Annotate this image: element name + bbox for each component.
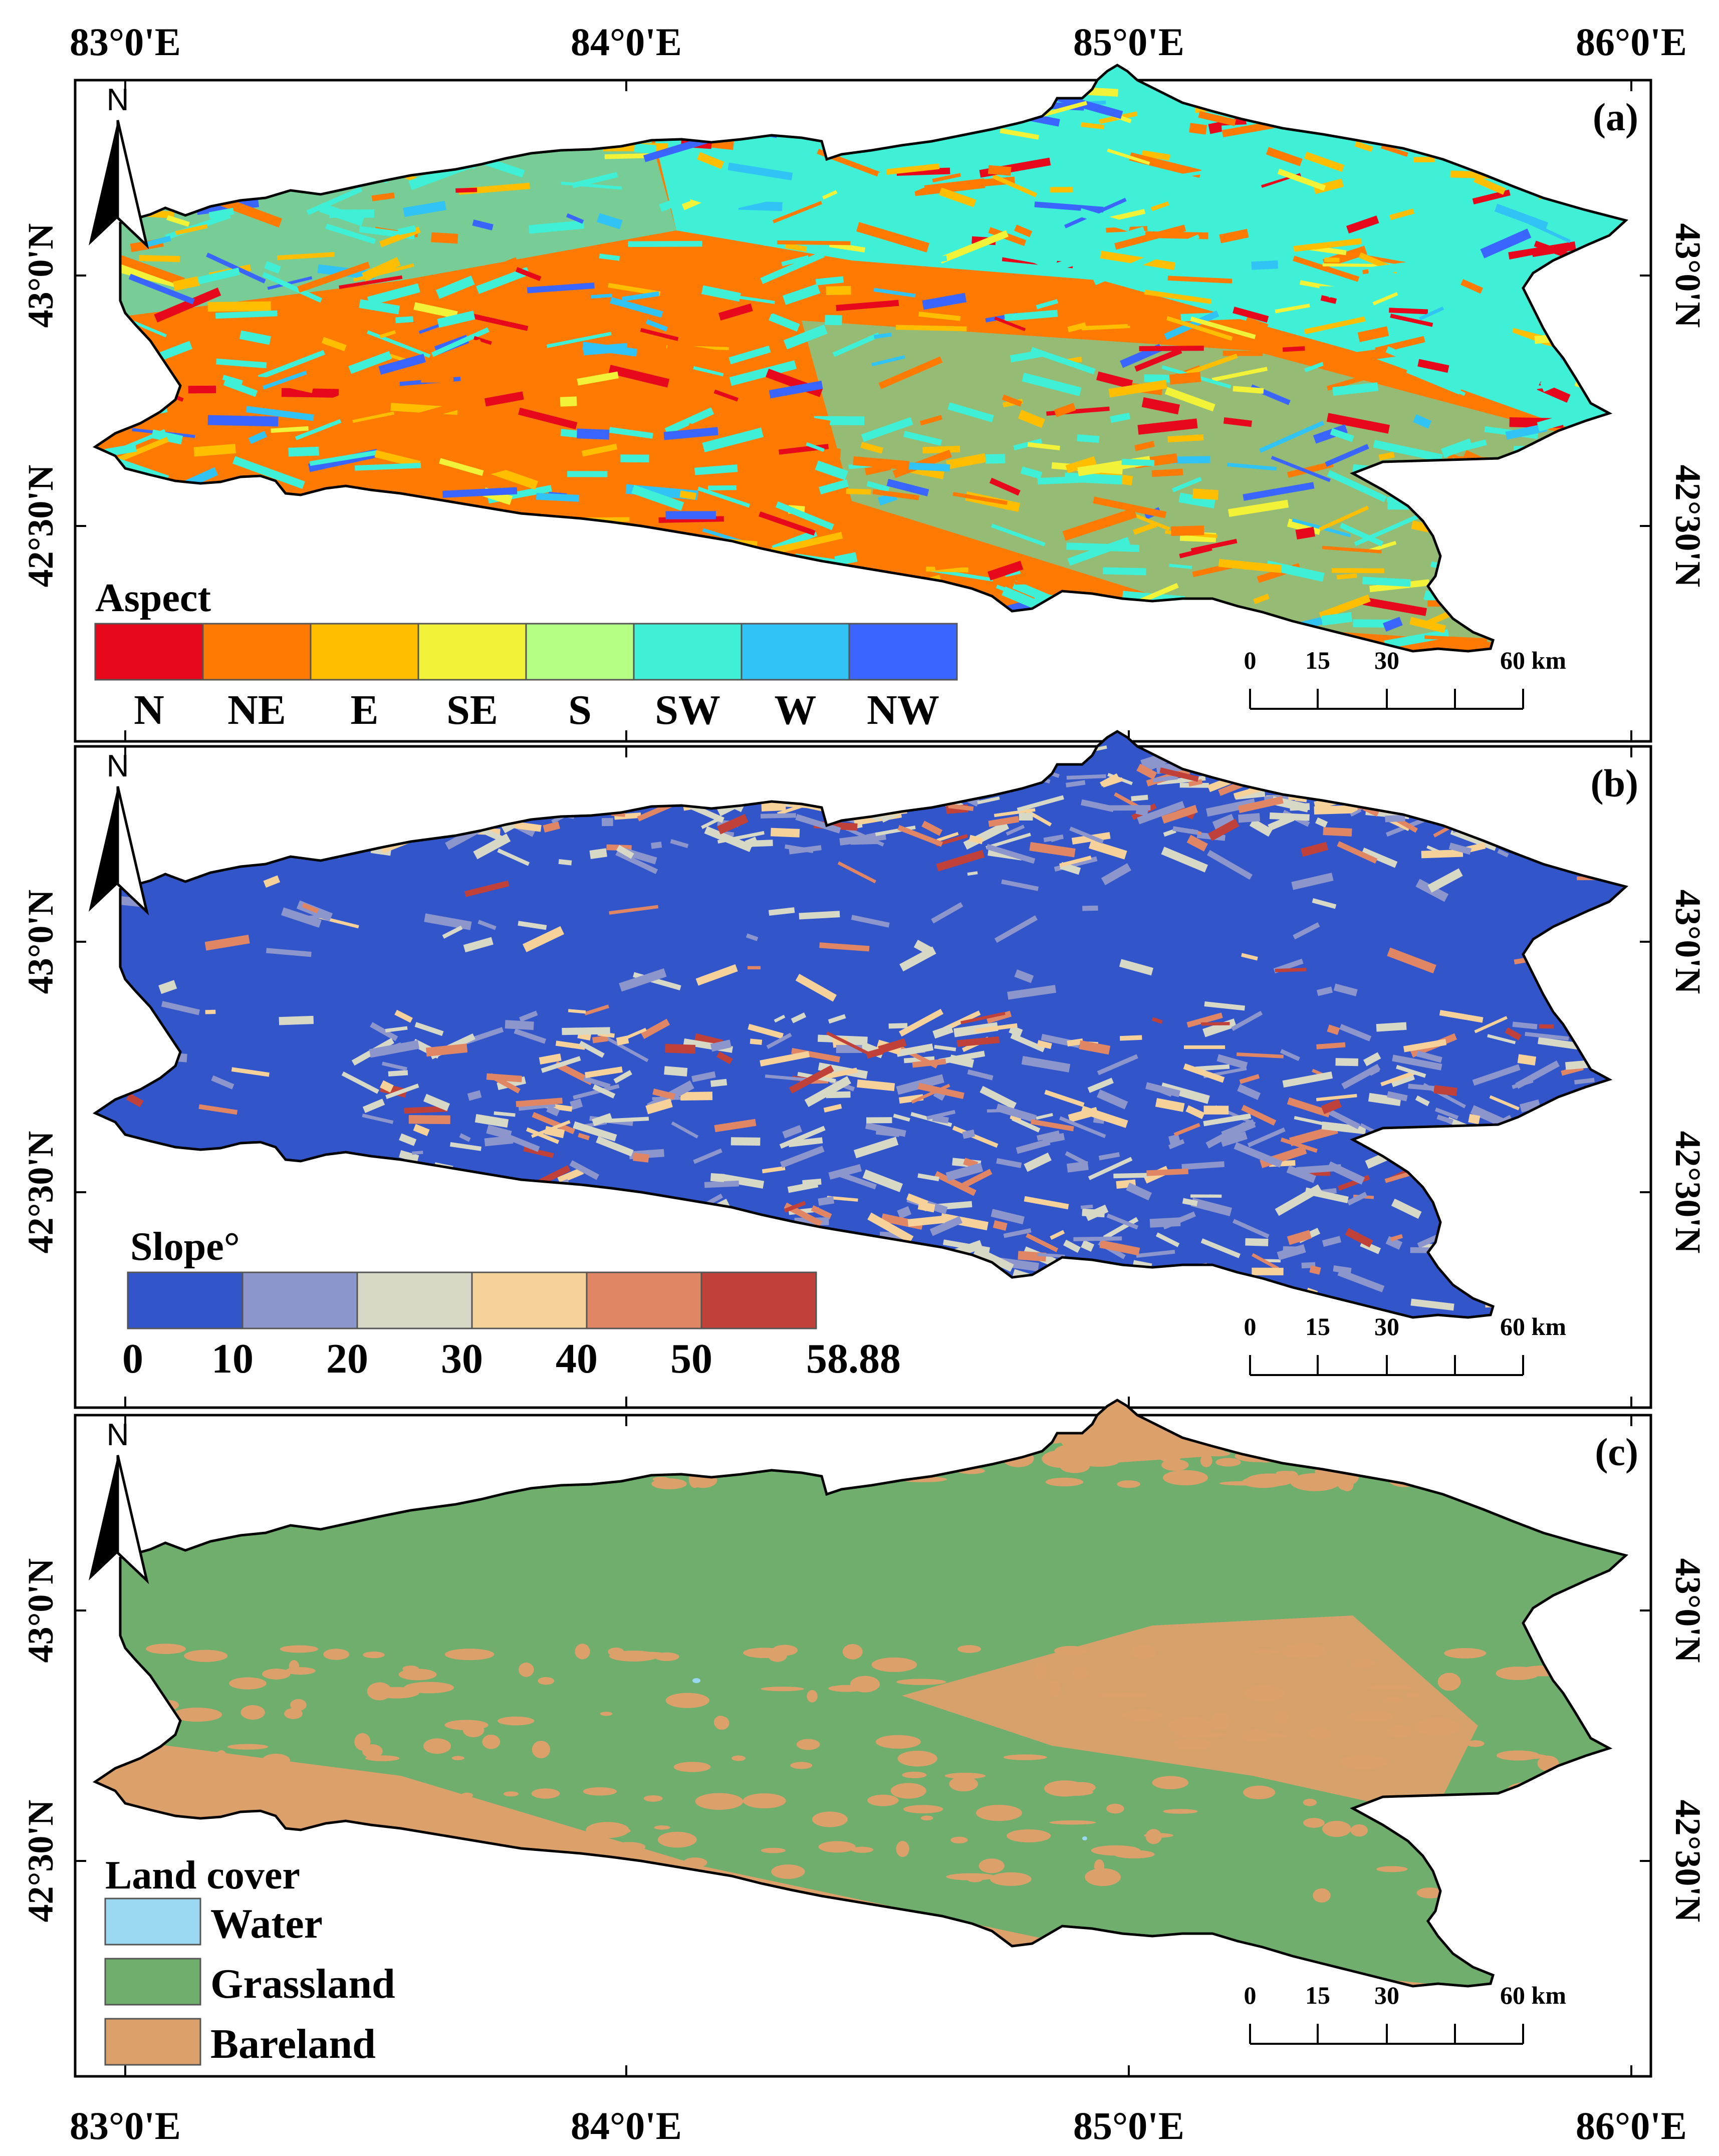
legend-label: NW	[867, 687, 939, 733]
legend-break-label: 30	[441, 1335, 483, 1382]
legend-label: Water	[210, 1901, 323, 1947]
legend-swatch	[741, 623, 850, 681]
scale-tick-label: 60 km	[1500, 1981, 1566, 2009]
legend-title: Land cover	[105, 1853, 300, 1898]
scale-tick-label: 0	[1244, 1312, 1257, 1340]
scale-tick-label: 15	[1305, 1312, 1330, 1340]
legend-swatch	[471, 1271, 588, 1329]
legend-label: N	[134, 687, 164, 733]
legend-label: Grassland	[210, 1961, 395, 2007]
north-label: N	[107, 1418, 129, 1452]
scale-bar: 0 15 30 60 km	[1244, 1981, 1566, 2045]
legend-swatch	[417, 623, 527, 681]
scale-tick-label: 60 km	[1500, 1312, 1566, 1340]
legend-swatch	[633, 623, 743, 681]
panel-label: (c)	[1595, 1430, 1638, 1474]
panel-frame-b	[74, 745, 1652, 1409]
text-layer: 83°0'E 84°0'E 85°0'E 86°0'E 83°0'E 84°0'E 85°0…	[21, 20, 1708, 2147]
scale-tick-label: 60 km	[1500, 646, 1566, 674]
legend-label: E	[350, 687, 378, 733]
scale-tick-label: 0	[1244, 1981, 1257, 2009]
legend-swatch	[356, 1271, 473, 1329]
legend-title: Aspect	[95, 576, 211, 620]
scale-tick-label: 0	[1244, 646, 1257, 674]
scale-tick-label: 30	[1374, 646, 1399, 674]
panel-label: (b)	[1591, 761, 1638, 805]
legend-swatch	[104, 1958, 201, 2006]
lat-label-left: 43°0'N	[21, 1558, 61, 1663]
lat-label-right: 42°30'N	[1668, 1131, 1708, 1254]
panel-border	[74, 79, 1652, 743]
legend-label: NE	[227, 687, 286, 733]
lat-label-left: 42°30'N	[21, 465, 61, 588]
legend-swatch	[848, 623, 958, 681]
legend-break-label: 58.88	[806, 1335, 901, 1382]
scale-bar: 0 15 30 60 km	[1244, 646, 1566, 710]
panel-label: (a)	[1593, 95, 1638, 139]
legend-swatch	[700, 1271, 817, 1329]
panel-border	[74, 1414, 1652, 2078]
legend-swatch	[586, 1271, 702, 1329]
frame-layer	[74, 79, 1652, 2078]
basin-map-b	[90, 725, 1653, 1342]
legend-label: W	[775, 687, 817, 733]
lat-label-right: 43°0'N	[1668, 890, 1708, 994]
legend-break-label: 50	[670, 1335, 712, 1382]
legend-swatch	[104, 2018, 201, 2066]
top-lon-label: 85°0'E	[1073, 20, 1184, 64]
bottom-lon-label: 84°0'E	[571, 2104, 682, 2147]
legend-swatch	[94, 623, 204, 681]
scale-tick-label: 15	[1305, 1981, 1330, 2009]
legend-swatch	[525, 623, 635, 681]
legend-break-label: 0	[122, 1335, 143, 1382]
maps-layer	[74, 54, 1681, 2036]
legend-break-label: 10	[211, 1335, 254, 1382]
north-arrow-icon: N	[89, 749, 149, 916]
legend-label: Bareland	[210, 2021, 376, 2067]
panel-border	[74, 745, 1652, 1409]
legend-label: SE	[446, 687, 498, 733]
top-lon-label: 86°0'E	[1576, 20, 1687, 64]
scale-tick-label: 15	[1305, 646, 1330, 674]
legend-swatch	[202, 623, 312, 681]
legend-swatch	[241, 1271, 358, 1329]
lat-label-left: 43°0'N	[21, 223, 61, 328]
lat-label-left: 42°30'N	[21, 1131, 61, 1254]
bottom-lon-label: 83°0'E	[70, 2104, 181, 2147]
panel-frame-a	[74, 79, 1652, 743]
lat-label-right: 42°30'N	[1668, 1800, 1708, 1923]
scale-bar: 0 15 30 60 km	[1244, 1312, 1566, 1376]
basin-map-a	[90, 54, 1681, 674]
scale-tick-label: 30	[1374, 1312, 1399, 1340]
legend-swatch	[310, 623, 419, 681]
scale-tick-label: 30	[1374, 1981, 1399, 2009]
panel-a	[90, 54, 1681, 674]
lat-label-right: 43°0'N	[1668, 1558, 1708, 1663]
bottom-lon-label: 85°0'E	[1073, 2104, 1184, 2147]
north-label: N	[107, 749, 129, 783]
lat-label-right: 42°30'N	[1668, 465, 1708, 588]
legend-swatch	[104, 1898, 201, 1946]
top-lon-label: 83°0'E	[70, 20, 181, 64]
bottom-lon-label: 86°0'E	[1576, 2104, 1687, 2147]
legend-swatch	[127, 1271, 243, 1329]
north-arrow-icon: N	[89, 1418, 149, 1584]
panel-frame-c	[74, 1414, 1652, 2078]
legend-title: Slope°	[130, 1225, 240, 1269]
lat-label-right: 43°0'N	[1668, 223, 1708, 328]
lat-label-left: 42°30'N	[21, 1800, 61, 1923]
legend-label: S	[568, 687, 592, 733]
legend-break-label: 20	[326, 1335, 368, 1382]
legend-break-label: 40	[556, 1335, 598, 1382]
top-lon-label: 84°0'E	[571, 20, 682, 64]
lat-label-left: 43°0'N	[21, 890, 61, 994]
north-arrow-icon: N	[89, 83, 149, 249]
north-label: N	[107, 83, 129, 117]
panel-b	[90, 725, 1653, 1342]
legend-label: SW	[655, 687, 720, 733]
